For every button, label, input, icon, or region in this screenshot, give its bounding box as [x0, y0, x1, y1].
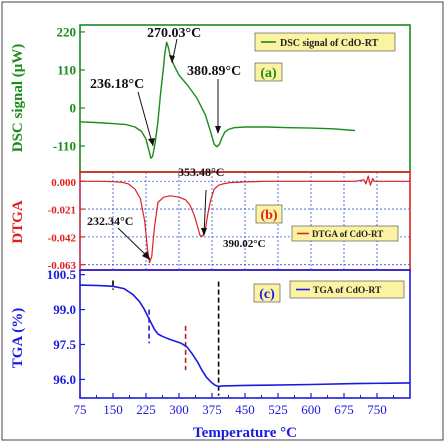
y-tick-label: -110 [53, 139, 76, 154]
y-tick-label: 0 [70, 101, 77, 116]
x-tick-label: 225 [136, 402, 156, 417]
annotation-236: 236.18°C [90, 77, 144, 92]
panel-c-label: (c) [259, 287, 275, 302]
panel-b-legend-text: DTGA of CdO-RT [312, 229, 383, 239]
x-tick-label: 750 [367, 402, 387, 417]
x-tick-label: 675 [334, 402, 354, 417]
y-tick-label: 0.000 [51, 177, 76, 189]
annotations-b: 353.48°C 232.34°C 390.02°C [87, 165, 266, 260]
x-tick-label: 150 [103, 402, 123, 417]
tga-curve [79, 284, 411, 388]
panel-a-label: (a) [260, 66, 277, 81]
x-axis-label: Temperature °C [193, 425, 297, 441]
panel-b-legend: DTGA of CdO-RT [291, 225, 399, 242]
y-tick-label: 110 [57, 62, 76, 77]
annotation-353: 353.48°C [178, 165, 224, 179]
annotations-a: 270.03°C 236.18°C 380.89°C [90, 26, 241, 147]
panel-c-legend-text: TGA of CdO-RT [313, 286, 382, 296]
y-tick-label: -0.063 [48, 260, 77, 272]
annotation-232: 232.34°C [87, 214, 133, 228]
panel-c-y-ticks: 100.5 99.0 97.5 96.0 [47, 267, 85, 387]
x-tick-label: 600 [301, 402, 321, 417]
panel-b-y-ticks: 0.000 -0.021 -0.042 -0.063 [48, 177, 85, 272]
y-tick-label: 96.0 [53, 372, 76, 387]
panel-c-legend: TGA of CdO-RT [289, 280, 405, 299]
panel-a-y-ticks: 220 110 0 -110 [53, 24, 85, 154]
panel-b-label-box: (b) [255, 204, 283, 224]
panel-b-ylabel: DTGA [10, 200, 26, 244]
y-tick-label: 97.5 [53, 337, 76, 352]
y-tick-label: -0.042 [48, 232, 77, 244]
x-tick-label: 450 [235, 402, 255, 417]
panel-a-ylabel: DSC signal (μW) [10, 44, 26, 153]
panel-a-legend-text: DSC signal of CdO-RT [280, 38, 379, 49]
x-tick-label: 525 [268, 402, 288, 417]
y-tick-label: 100.5 [47, 267, 77, 282]
dsc-curve [79, 41, 356, 159]
annotation-270: 270.03°C [147, 26, 201, 41]
panel-b-label: (b) [260, 208, 277, 223]
y-tick-label: 99.0 [53, 302, 76, 317]
annotation-380: 380.89°C [187, 64, 241, 79]
panel-c-label-box: (c) [253, 283, 281, 303]
panel-b-grid [79, 172, 410, 270]
annotation-390: 390.02°C [223, 238, 266, 250]
y-tick-label: -0.021 [48, 205, 76, 217]
panel-c-marker-lines [112, 280, 220, 396]
panel-a-legend: DSC signal of CdO-RT [254, 32, 396, 52]
x-tick-label: 75 [74, 402, 87, 417]
dtga-curve [80, 175, 410, 264]
x-axis-ticks: 75 150 225 300 375 450 525 600 675 750 [74, 393, 394, 417]
panel-a-label-box: (a) [254, 62, 283, 82]
y-tick-label: 220 [57, 24, 77, 39]
x-tick-label: 375 [202, 402, 222, 417]
panel-c-ylabel: TGA (%) [10, 308, 26, 368]
x-tick-label: 300 [169, 402, 189, 417]
